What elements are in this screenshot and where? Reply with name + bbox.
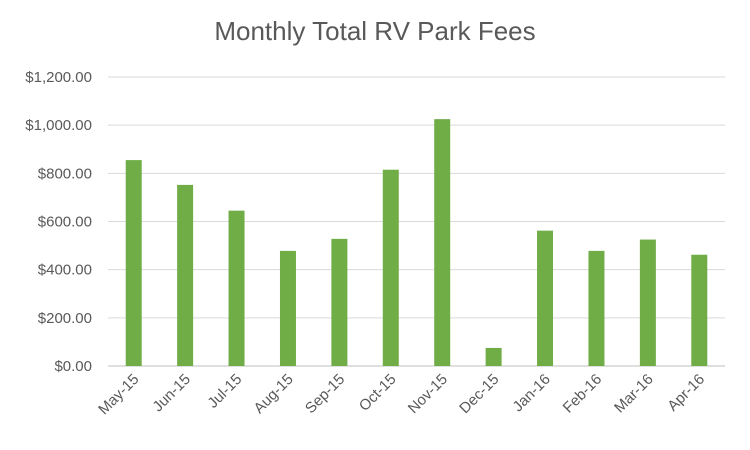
x-tick-label: Oct-15 — [356, 371, 400, 415]
y-tick-label: $600.00 — [38, 214, 92, 231]
x-tick-label: Apr-16 — [664, 371, 708, 415]
bar-mar-16 — [639, 239, 656, 366]
x-tick-label: Jun-15 — [149, 371, 193, 415]
bar-jan-16 — [537, 230, 554, 366]
bar-aug-15 — [279, 250, 296, 366]
bar-dec-15 — [485, 347, 502, 366]
y-tick-label: $1,000.00 — [25, 117, 92, 134]
y-tick-label: $200.00 — [38, 310, 92, 327]
y-tick-label: $0.00 — [54, 358, 92, 375]
x-axis: May-15 Jun-15 Jul-15 Aug-15 Sep-15 Oct-15 Nov-… — [95, 371, 708, 418]
x-tick-label: Sep-15 — [302, 371, 348, 417]
y-tick-label: $800.00 — [38, 165, 92, 182]
bar-may-15 — [125, 160, 142, 366]
bar-jul-15 — [228, 210, 245, 366]
x-tick-label: Feb-16 — [560, 371, 606, 417]
y-tick-label: $1,200.00 — [25, 69, 92, 86]
bar-oct-15 — [382, 169, 399, 366]
bars — [125, 119, 708, 366]
bar-feb-16 — [588, 250, 605, 366]
x-tick-label: Nov-15 — [405, 371, 451, 417]
bar-jun-15 — [177, 184, 194, 366]
gridlines — [108, 76, 725, 367]
bar-apr-16 — [691, 254, 708, 366]
x-tick-label: Aug-15 — [251, 371, 297, 417]
bar-sep-15 — [331, 238, 348, 366]
x-tick-label: Jul-15 — [204, 371, 245, 412]
x-tick-label: Mar-16 — [611, 371, 657, 417]
x-tick-label: Jan-16 — [509, 371, 553, 415]
chart-title: Monthly Total RV Park Fees — [214, 16, 536, 46]
x-tick-label: May-15 — [95, 371, 142, 418]
y-axis: $0.00 $200.00 $400.00 $600.00 $800.00 $1,000.… — [25, 69, 92, 375]
bar-nov-15 — [434, 119, 451, 366]
y-tick-label: $400.00 — [38, 262, 92, 279]
x-tick-label: Dec-15 — [456, 371, 502, 417]
